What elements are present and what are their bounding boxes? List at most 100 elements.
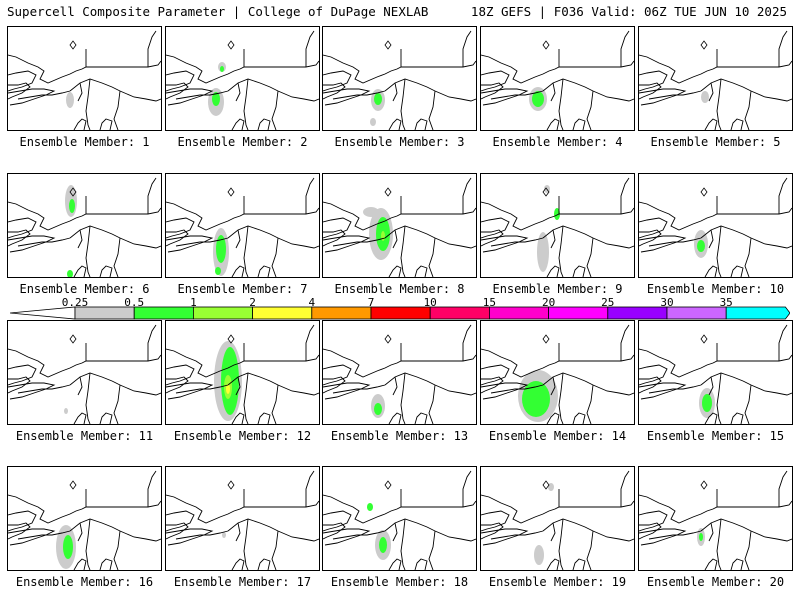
- scp-contour-fill: [370, 118, 376, 126]
- ensemble-map-panel: [7, 320, 162, 425]
- basemap: [166, 470, 319, 570]
- colorbar-segment: [548, 306, 609, 320]
- ensemble-map-panel: [165, 466, 320, 571]
- ensemble-map-panel: [165, 173, 320, 278]
- ensemble-map-panel: [165, 320, 320, 425]
- color-scale-bar: [10, 306, 790, 320]
- scp-contour-fill: [212, 92, 220, 106]
- ensemble-map-panel: [638, 466, 793, 571]
- scp-contour-fill: [554, 208, 560, 220]
- basemap: [166, 177, 319, 277]
- colorbar-tick-label: 15: [482, 296, 497, 309]
- ensemble-member-label: Ensemble Member: 7: [177, 282, 308, 296]
- ensemble-member-label: Ensemble Member: 10: [646, 282, 785, 296]
- scp-contour-fill: [699, 533, 703, 541]
- ensemble-map-panel: [322, 26, 477, 131]
- basemap: [481, 177, 634, 277]
- ensemble-map-panel: [480, 173, 635, 278]
- colorbar-tick-label: 7: [367, 296, 375, 309]
- colorbar-tick-label: 30: [660, 296, 674, 309]
- colorbar-segment: [607, 306, 668, 320]
- basemap: [8, 470, 161, 570]
- ensemble-member-label: Ensemble Member: 18: [330, 575, 469, 589]
- scp-contour-fill: [222, 532, 226, 538]
- ensemble-member-label: Ensemble Member: 4: [492, 135, 623, 149]
- ensemble-member-label: Ensemble Member: 17: [173, 575, 312, 589]
- colorbar-tick-label: 25: [601, 296, 615, 309]
- colorbar-tick-label: 10: [423, 296, 437, 309]
- ensemble-map-panel: [322, 320, 477, 425]
- basemap: [8, 324, 161, 424]
- scp-contour-fill: [381, 231, 385, 241]
- colorbar-tick-label: 2: [249, 296, 256, 309]
- scp-contour-fill: [63, 535, 73, 559]
- scp-contour-fill: [702, 394, 712, 412]
- colorbar-tick-label: 0.25: [61, 296, 89, 309]
- colorbar-segment: [252, 306, 313, 320]
- scp-contour-fill: [66, 92, 74, 108]
- ensemble-map-panel: [480, 320, 635, 425]
- basemap: [481, 30, 634, 130]
- colorbar-tick-label: 35: [719, 296, 733, 309]
- ensemble-map-panel: [322, 173, 477, 278]
- colorbar-segment: [429, 306, 490, 320]
- colorbar-segment: [488, 306, 549, 320]
- colorbar-segment: [311, 306, 372, 320]
- ensemble-member-label: Ensemble Member: 2: [177, 135, 308, 149]
- ensemble-member-label: Ensemble Member: 1: [19, 135, 150, 149]
- basemap: [639, 177, 792, 277]
- basemap: [639, 30, 792, 130]
- colorbar-segment: [192, 306, 253, 320]
- ensemble-map-panel: [480, 466, 635, 571]
- ensemble-map-panel: [480, 26, 635, 131]
- scp-contour-fill: [363, 207, 379, 217]
- scp-contour-fill: [374, 93, 382, 105]
- scp-contour-fill: [69, 199, 75, 213]
- basemap: [166, 324, 319, 424]
- scp-contour-fill: [67, 270, 73, 277]
- basemap: [481, 324, 634, 424]
- basemap: [639, 324, 792, 424]
- ensemble-map-panel: [322, 466, 477, 571]
- ensemble-map-panel: [7, 26, 162, 131]
- scp-contour-fill: [374, 403, 382, 415]
- scp-contour-fill: [220, 66, 224, 72]
- basemap: [8, 177, 161, 277]
- scp-contour-fill: [367, 503, 373, 511]
- scp-contour-fill: [226, 384, 230, 394]
- scp-contour-fill: [534, 545, 544, 565]
- chart-title: Supercell Composite Parameter | College …: [7, 4, 429, 19]
- ensemble-member-label: Ensemble Member: 15: [646, 429, 785, 443]
- ensemble-map-panel: [638, 26, 793, 131]
- colorbar-segment: [666, 306, 727, 320]
- ensemble-member-label: Ensemble Member: 12: [173, 429, 312, 443]
- scp-contour-fill: [537, 232, 549, 272]
- scp-contour-fill: [701, 91, 709, 103]
- ensemble-member-label: Ensemble Member: 6: [19, 282, 150, 296]
- ensemble-member-label: Ensemble Member: 14: [488, 429, 627, 443]
- ensemble-member-label: Ensemble Member: 13: [330, 429, 469, 443]
- basemap: [166, 30, 319, 130]
- ensemble-member-label: Ensemble Member: 8: [334, 282, 465, 296]
- ensemble-member-label: Ensemble Member: 16: [15, 575, 154, 589]
- basemap: [639, 470, 792, 570]
- basemap: [323, 177, 476, 277]
- scp-contour-fill: [215, 267, 221, 275]
- colorbar-segment: [370, 306, 431, 320]
- ensemble-map-panel: [165, 26, 320, 131]
- colorbar-tick-label: 4: [308, 296, 316, 309]
- basemap: [323, 470, 476, 570]
- scp-contour-fill: [64, 408, 68, 414]
- ensemble-member-label: Ensemble Member: 3: [334, 135, 465, 149]
- ensemble-map-panel: [7, 466, 162, 571]
- basemap: [323, 324, 476, 424]
- scp-contour-fill: [532, 91, 544, 107]
- basemap: [323, 30, 476, 130]
- scp-contour-fill: [697, 240, 705, 252]
- basemap: [481, 470, 634, 570]
- ensemble-member-label: Ensemble Member: 20: [646, 575, 785, 589]
- ensemble-member-label: Ensemble Member: 11: [15, 429, 154, 443]
- ensemble-map-panel: [638, 320, 793, 425]
- colorbar-segment: [725, 306, 790, 320]
- scp-contour-fill: [216, 235, 226, 263]
